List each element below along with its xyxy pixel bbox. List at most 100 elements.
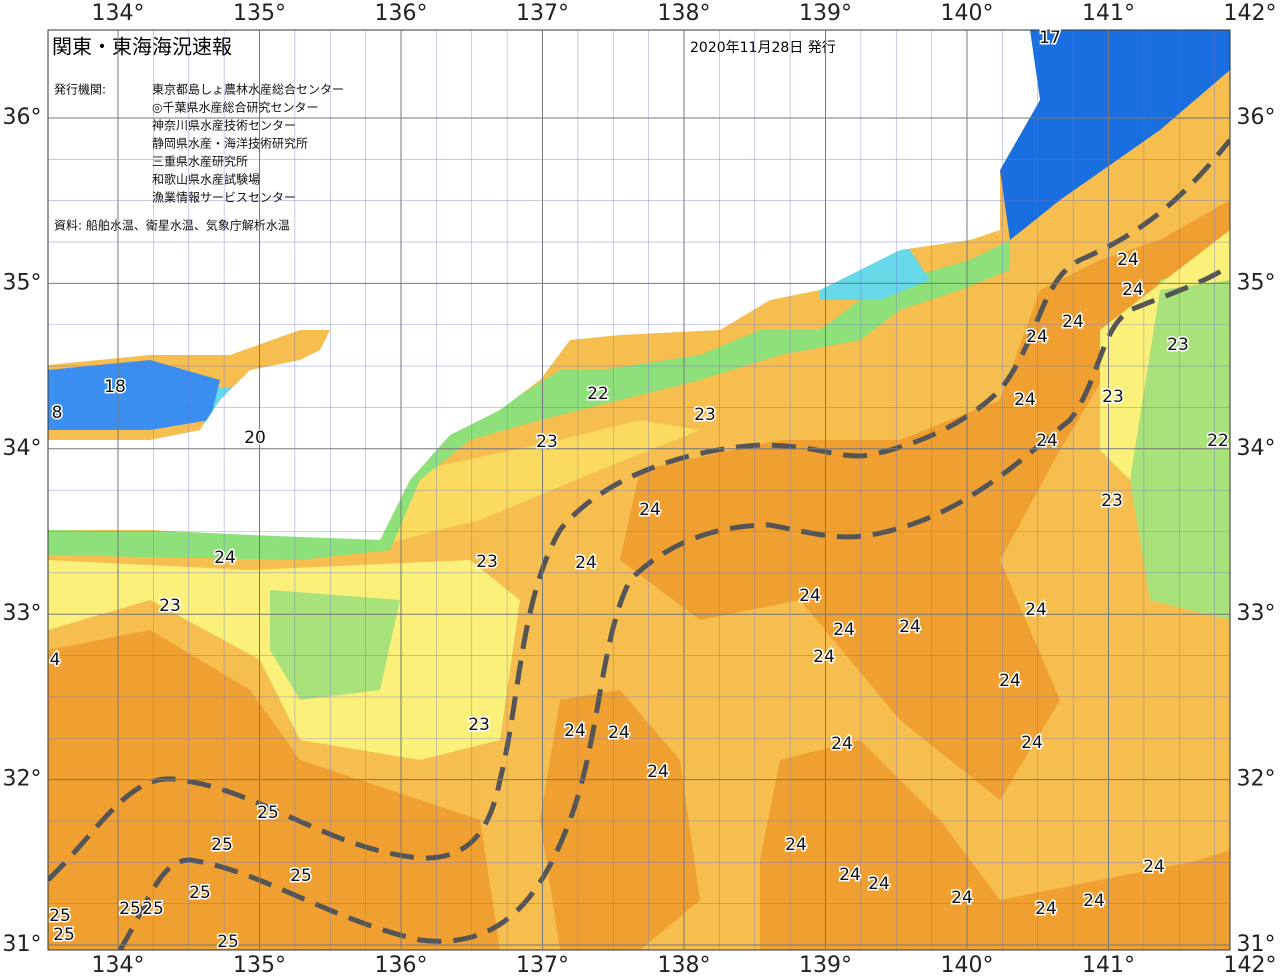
isotherm-label: 24	[899, 617, 921, 637]
isotherm-label: 25	[49, 906, 71, 926]
isotherm-label: 24	[1083, 891, 1105, 911]
isotherm-label: 20	[244, 428, 266, 448]
issuer: 和歌山県水産試験場	[152, 172, 260, 187]
isotherm-label: 25	[290, 866, 312, 886]
lat-label: 34°	[3, 436, 42, 461]
lon-label: 140°	[941, 1, 994, 26]
lon-label: 134°	[92, 953, 145, 978]
isotherm-label: 22	[587, 384, 609, 404]
isotherm-label: 25	[257, 803, 279, 823]
cold-water	[48, 360, 220, 430]
isotherm-label: 24	[564, 721, 586, 741]
isotherm-label: 24	[1143, 857, 1165, 877]
lat-label: 35°	[3, 270, 42, 295]
cool-water	[270, 590, 400, 700]
kuroshio-path	[117, 262, 1230, 950]
isotherm-label: 24	[608, 723, 630, 743]
isotherm-label: 24	[1117, 250, 1139, 270]
isotherm-label: 23	[1102, 387, 1124, 407]
issue-date: 2020年11月28日 発行	[690, 40, 836, 56]
lon-label: 138°	[658, 1, 711, 26]
lon-label: 134°	[92, 1, 145, 26]
lon-label: 135°	[233, 1, 286, 26]
lat-label: 31°	[3, 932, 42, 957]
isotherm-label: 8	[52, 403, 63, 423]
isotherm-label: 17	[1039, 28, 1061, 48]
isotherm-label: 23	[1101, 491, 1123, 511]
issuer: 神奈川県水産技術センター	[152, 118, 296, 133]
isotherm-label: 23	[536, 432, 558, 452]
isotherm-label: 24	[1062, 312, 1084, 332]
isotherm-label: 25	[189, 883, 211, 903]
lat-label: 32°	[3, 767, 42, 792]
lat-label: 32°	[1237, 767, 1276, 792]
isotherm-label: 25	[211, 835, 233, 855]
map-title: 関東・東海海況速報	[52, 35, 232, 59]
lon-label: 141°	[1082, 953, 1135, 978]
lat-label: 36°	[1237, 105, 1276, 130]
lon-label: 136°	[375, 953, 428, 978]
lon-label: 140°	[941, 953, 994, 978]
cool-water	[1100, 230, 1230, 480]
isotherm-label: 24	[1014, 390, 1036, 410]
isotherm-label: 25	[142, 899, 164, 919]
lon-label: 142°	[1224, 1, 1277, 26]
lat-label: 36°	[3, 105, 42, 130]
isotherm-label: 24	[833, 620, 855, 640]
coastal-green	[48, 240, 1010, 560]
issuer: 三重県水産研究所	[152, 154, 248, 169]
source: 資料: 船舶水温、衛星水温、気象庁解析水温	[54, 218, 290, 233]
isotherm-label: 4	[50, 650, 61, 670]
map-area	[48, 30, 1230, 950]
warm-water	[48, 630, 500, 950]
isotherm-label: 24	[1025, 600, 1047, 620]
warm-water	[760, 740, 1230, 950]
issuer-label: 発行機関:	[54, 82, 106, 97]
issuer: ◎千葉県水産総合研究センター	[152, 100, 318, 115]
isotherm-label: 23	[1167, 335, 1189, 355]
isotherm-label: 23	[476, 552, 498, 572]
isotherm-label: 24	[214, 548, 236, 568]
lat-label: 34°	[1237, 436, 1276, 461]
mild-water	[48, 420, 700, 545]
warm-water	[620, 200, 1230, 800]
isotherm-label: 24	[813, 647, 835, 667]
isotherm-label: 24	[831, 734, 853, 754]
isotherm-label: 24	[647, 762, 669, 782]
lon-label: 136°	[375, 1, 428, 26]
lon-label: 138°	[658, 953, 711, 978]
isotherm-label: 24	[575, 553, 597, 573]
issuer: 漁業情報サービスセンター	[152, 191, 296, 205]
isotherm-label: 23	[694, 405, 716, 425]
cool-water	[1130, 260, 1230, 620]
lon-label: 141°	[1082, 1, 1135, 26]
lon-label: 135°	[233, 953, 286, 978]
isotherm-label: 24	[785, 835, 807, 855]
issuer: 東京都島しょ農林水産総合センター	[152, 82, 344, 97]
isotherm-label: 24	[639, 500, 661, 520]
lon-label: 139°	[799, 1, 852, 26]
isotherm-label: 23	[468, 715, 490, 735]
lon-label: 139°	[799, 953, 852, 978]
issuer: 静岡県水産・海洋技術研究所	[152, 136, 308, 151]
warm-water	[540, 690, 700, 950]
kuroshio-path	[48, 138, 1230, 882]
isotherm-label: 24	[999, 671, 1021, 691]
isotherm-label: 24	[799, 586, 821, 606]
lat-label: 33°	[1237, 601, 1276, 626]
land	[48, 30, 1040, 540]
lat-label: 35°	[1237, 270, 1276, 295]
lon-label: 142°	[1224, 953, 1277, 978]
isotherm-label: 24	[868, 874, 890, 894]
lat-label: 33°	[3, 601, 42, 626]
lon-label: 137°	[516, 953, 569, 978]
lat-label: 31°	[1237, 932, 1276, 957]
isotherm-label: 24	[1021, 733, 1043, 753]
cold-water	[1000, 30, 1230, 240]
isotherm-label: 18	[104, 377, 126, 397]
isotherm-label: 25	[119, 899, 141, 919]
isotherm-label: 24	[1036, 431, 1058, 451]
isotherm-label: 25	[217, 932, 239, 952]
isotherm-label: 24	[1026, 327, 1048, 347]
